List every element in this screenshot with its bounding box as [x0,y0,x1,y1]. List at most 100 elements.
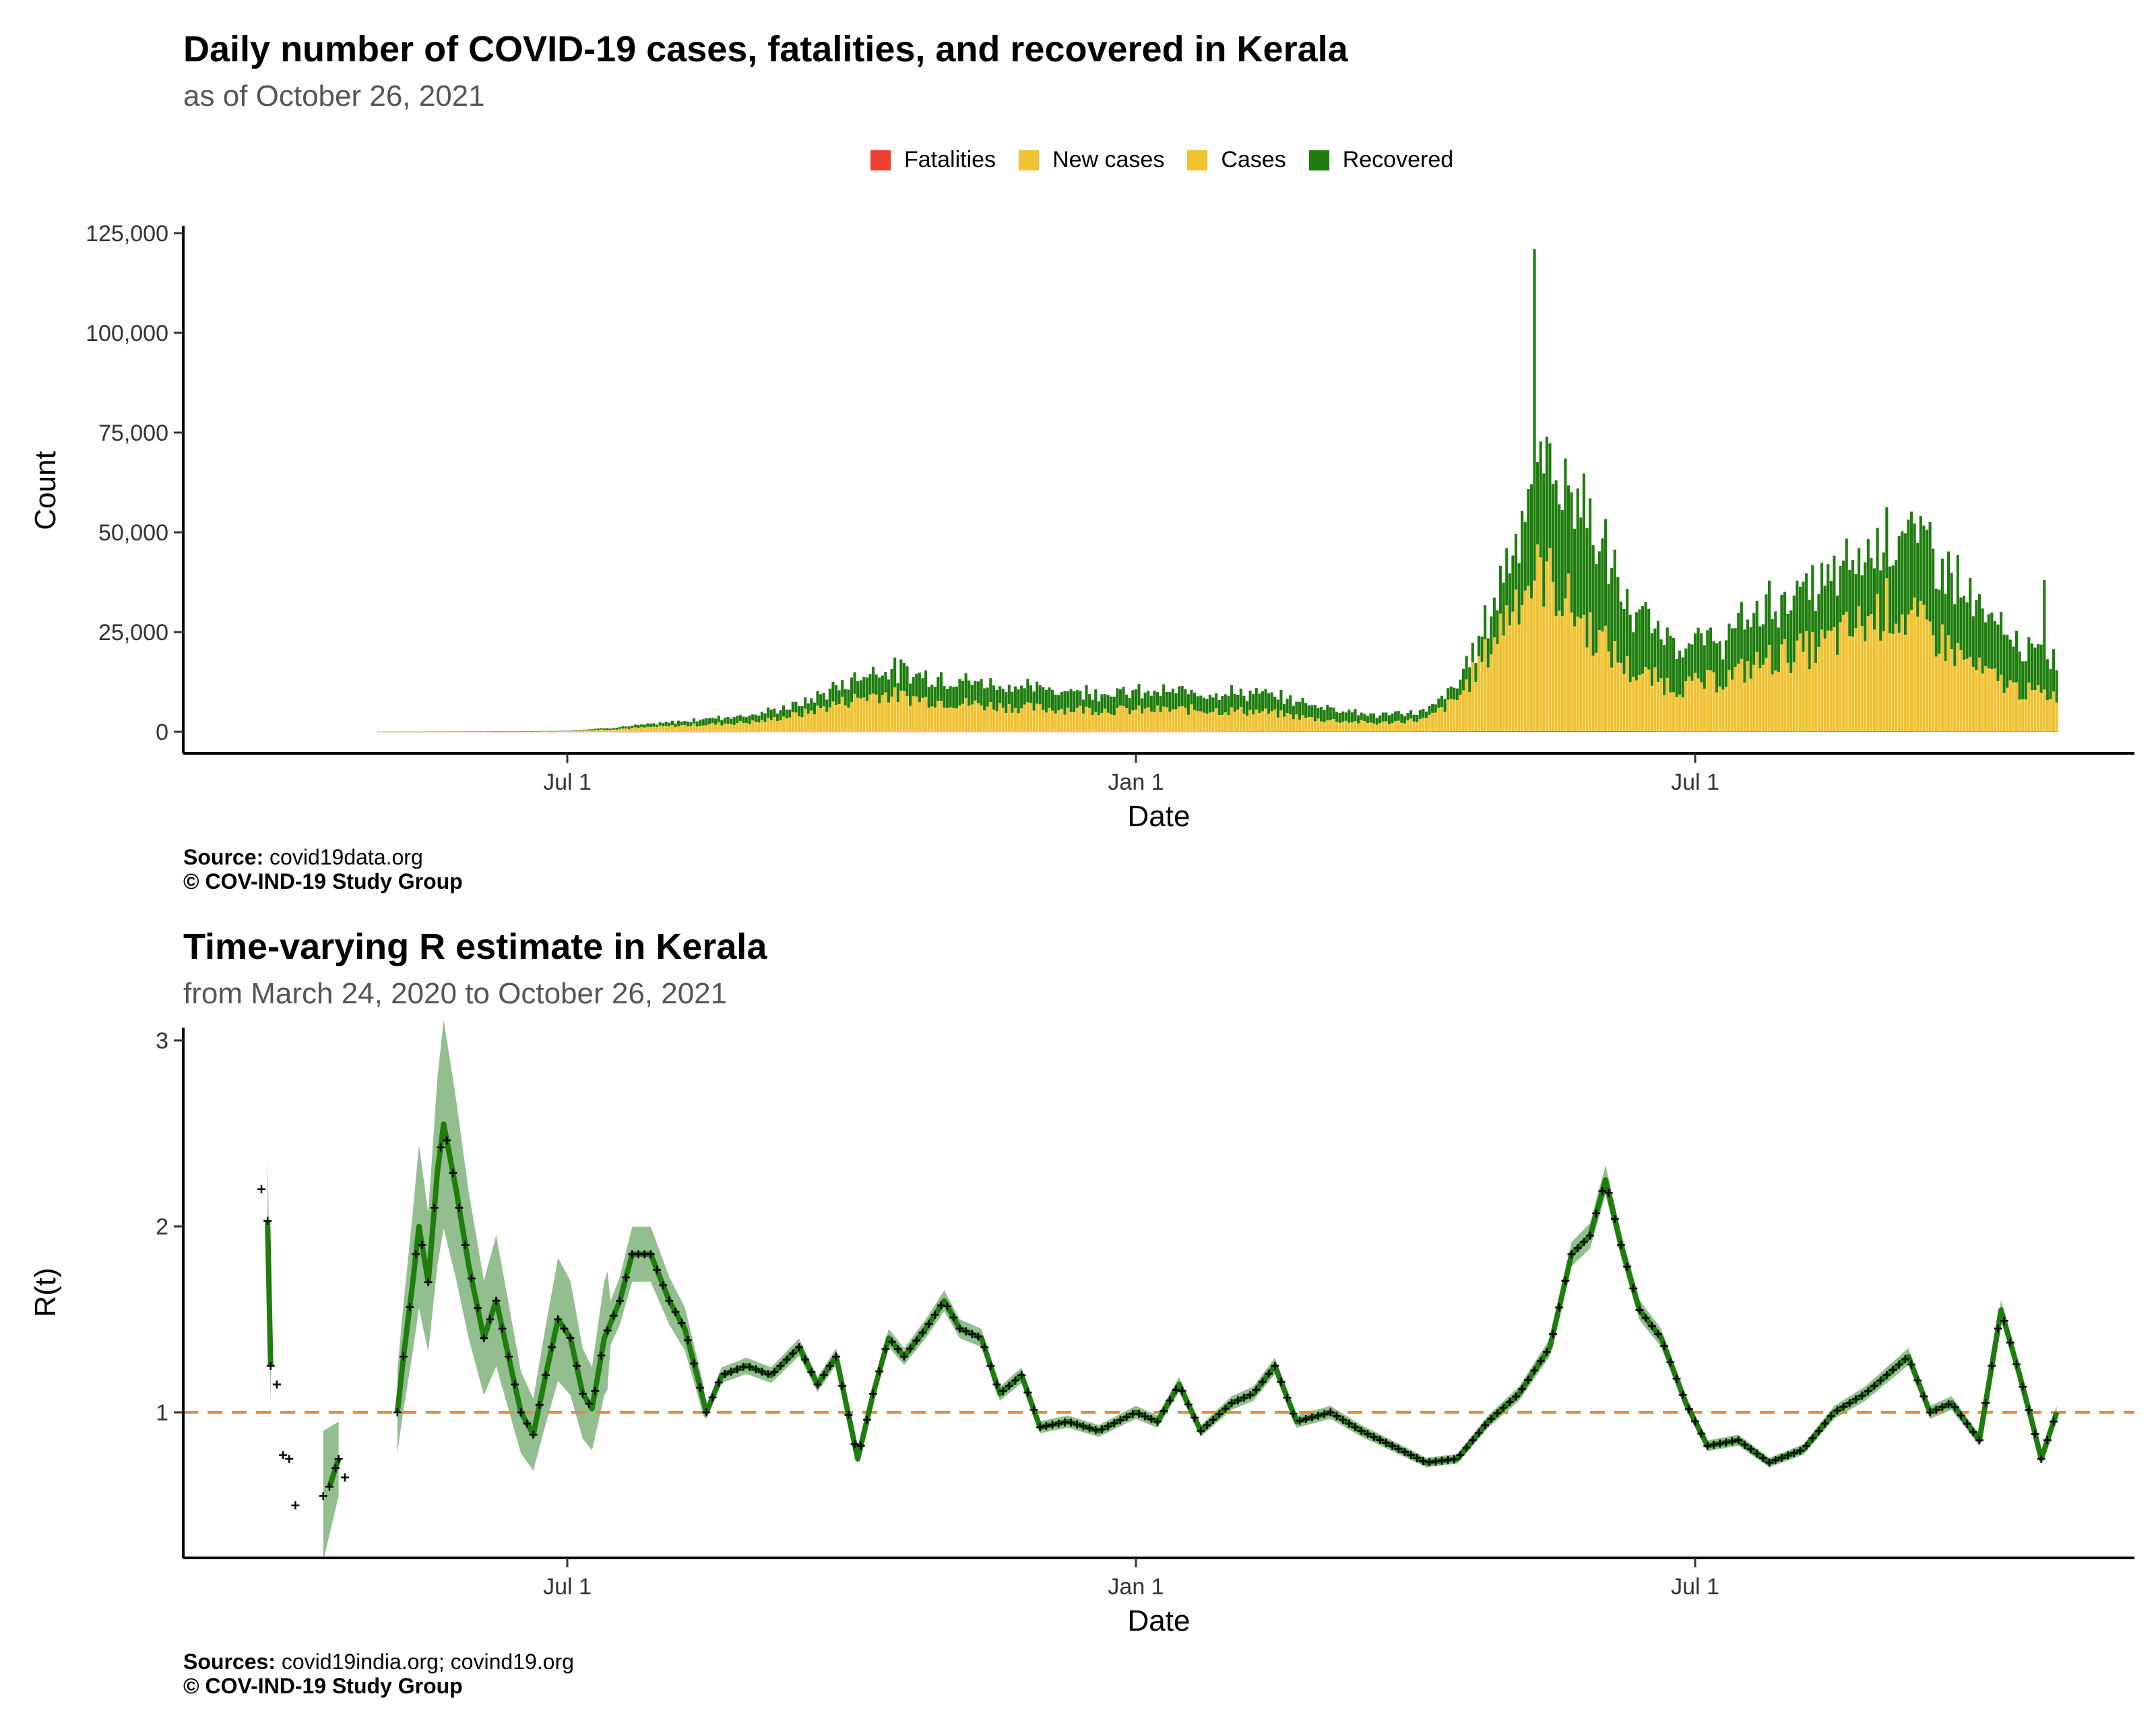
r-estimate-line [265,1121,2060,1488]
bar-recovered [856,681,860,698]
bar-recovered [1289,695,1292,715]
bar-recovered [683,721,687,725]
r-point [1017,1371,1026,1379]
bar-recovered [828,688,831,708]
bar-cases [1465,679,1468,732]
bar-recovered [1357,715,1360,724]
bar-cases [1919,600,1922,732]
r-early-point [285,1455,294,1463]
r-point [443,1136,451,1145]
r-point [776,1362,785,1370]
bar-recovered [1882,552,1885,631]
r-point [1153,1417,1162,1426]
bar-recovered [1913,523,1916,598]
bar-fatalities [1783,731,1787,732]
bar-recovered [1999,611,2003,675]
bar-fatalities [2037,731,2040,732]
bar-recovered [1529,484,1533,599]
bar-cases [557,731,560,732]
bar-cases [2052,691,2056,732]
bar-cases [1737,663,1740,732]
bar-cases [974,700,977,732]
bar-fatalities [1570,730,1573,732]
bar-recovered [974,681,977,701]
bar-recovered [1131,690,1135,711]
r-point [1988,1362,1996,1370]
bar-recovered [767,707,770,718]
bar-recovered [1149,695,1153,712]
bar-recovered [742,716,745,723]
bar-cases [535,731,538,732]
bar-fatalities [1792,731,1796,732]
r-point [1820,1419,1829,1428]
bar-cases [1829,630,1833,732]
bar-cases [785,718,788,732]
bar-recovered [1805,573,1808,631]
bar-recovered [1527,489,1530,586]
bar-cases [1560,616,1564,731]
r-point [1703,1441,1712,1450]
bar-fatalities [1666,731,1669,732]
bar-cases [1628,682,1632,732]
bar-fatalities [1903,731,1907,732]
bar-recovered [1626,589,1629,656]
bar-cases [943,708,946,732]
bar-recovered [1798,586,1802,634]
bar-fatalities [1453,731,1456,732]
bar-recovered [983,688,986,711]
bar-fatalities [1706,731,1709,732]
r-point [418,1241,426,1249]
bar-cases [1709,670,1712,732]
bar-fatalities [1523,730,1527,732]
bar-recovered [1094,689,1098,712]
bar-recovered [501,731,504,732]
r-point [1333,1412,1341,1420]
bar-recovered [998,686,1002,703]
bar-cases [1653,667,1657,732]
bar-recovered [730,718,733,724]
bar-cases [1839,622,1842,732]
bar-cases [1100,712,1104,732]
bar-recovered [1394,711,1397,722]
bar-cases [1566,573,1571,731]
bar-cases [1771,674,1774,732]
bar-cases [1461,690,1465,732]
bar-cases [810,710,813,732]
bar-recovered [1650,633,1653,686]
bar-cases [717,722,720,732]
bar-recovered [1155,691,1160,705]
bar-fatalities [1582,730,1585,732]
bar-cases [1492,637,1496,731]
bar-recovered [937,677,940,701]
bar-recovered [1959,597,1963,651]
cases-x-axis-title: Date [1128,800,1191,833]
bar-cases [2037,685,2040,732]
bar-cases [1798,633,1802,732]
bar-cases [1295,714,1298,732]
bar-recovered [1922,526,1926,605]
r-point [406,1303,414,1311]
r-early-point [257,1185,265,1193]
r-point [1320,1410,1329,1418]
r-point [801,1355,810,1364]
r-point [1147,1414,1155,1423]
bar-fatalities [1829,731,1833,732]
bar-recovered [1888,566,1891,633]
bar-cases [1897,632,1901,732]
bar-recovered [1233,693,1236,712]
r-point [1085,1424,1094,1433]
bar-recovered [1724,640,1727,687]
bar-fatalities [1418,731,1422,732]
r-point [1876,1376,1885,1385]
bar-recovered [538,731,541,732]
bar-cases [773,716,776,732]
bar-fatalities [1740,731,1743,732]
bar-recovered [2027,637,2031,683]
bar-recovered [1137,684,1141,706]
bar-recovered [1687,643,1690,677]
bar-cases [1317,718,1320,732]
r-point [1524,1375,1533,1384]
bar-recovered [1956,555,1959,643]
bar-recovered [775,713,779,722]
cases-x-tick-jan1-2021: Jan 1 [1108,770,1164,795]
